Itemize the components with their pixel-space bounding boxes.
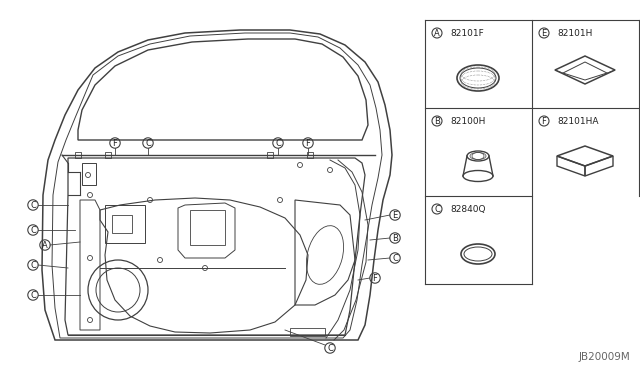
Text: A: A	[42, 241, 48, 250]
Text: C: C	[275, 139, 281, 148]
Bar	[105, 205, 145, 243]
Bar	[190, 210, 225, 245]
Bar	[105, 152, 111, 158]
Text: B: B	[434, 117, 440, 126]
Text: C: C	[145, 139, 151, 148]
Text: C: C	[30, 261, 36, 270]
Text: 82101H: 82101H	[557, 29, 593, 38]
Text: JB20009M: JB20009M	[579, 352, 630, 362]
Text: C: C	[327, 344, 333, 353]
Text: E: E	[541, 29, 547, 38]
Text: C: C	[392, 254, 398, 263]
Bar	[267, 152, 273, 158]
Text: 82840Q: 82840Q	[450, 205, 486, 214]
Bar	[290, 328, 325, 336]
Text: C: C	[30, 201, 36, 210]
Text: F: F	[113, 139, 117, 148]
Text: F: F	[372, 274, 378, 283]
Bar	[112, 215, 132, 233]
Text: C: C	[30, 226, 36, 235]
Text: 82100H: 82100H	[450, 116, 485, 125]
Text: E: E	[392, 211, 397, 220]
Bar	[307, 152, 313, 158]
Text: 82101F: 82101F	[450, 29, 484, 38]
Text: B: B	[392, 234, 398, 243]
Text: A: A	[434, 29, 440, 38]
Text: F: F	[541, 117, 547, 126]
Bar	[75, 152, 81, 158]
Text: F: F	[305, 139, 310, 148]
Text: C: C	[434, 205, 440, 214]
Bar	[82, 163, 96, 185]
Text: C: C	[30, 291, 36, 300]
Text: 82101HA: 82101HA	[557, 116, 598, 125]
